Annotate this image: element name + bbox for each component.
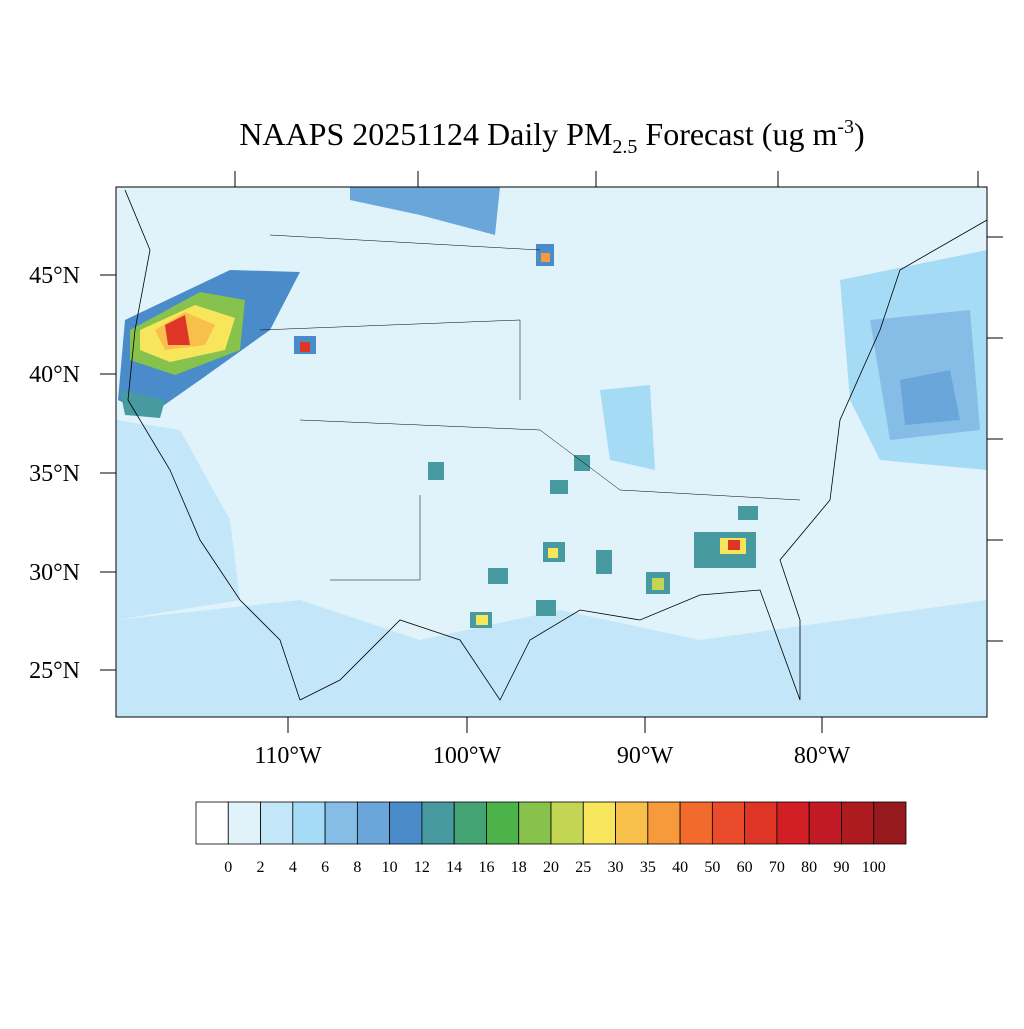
colorbar-label: 10	[382, 859, 398, 876]
lon-label: 100°W	[433, 743, 502, 769]
colorbar-box	[582, 801, 616, 845]
colorbar-label: 50	[704, 859, 720, 876]
colorbar-label: 25	[575, 859, 591, 876]
title-superscript: -3	[837, 116, 854, 138]
colorbar-label: 12	[414, 859, 430, 876]
colorbar-label: 100	[862, 859, 886, 876]
axis-labels: 45°N 40°N 35°N 30°N 25°N 110°W 100°W 90°W 80°W	[29, 263, 850, 769]
colorbar-label: 30	[608, 859, 624, 876]
colorbar-box	[324, 801, 358, 845]
lat-label: 30°N	[29, 560, 80, 586]
colorbar-label: 35	[640, 859, 656, 876]
colorbar-box	[550, 801, 584, 845]
title-text: )	[854, 116, 865, 152]
hotspot	[428, 462, 444, 480]
colorbar-box	[808, 801, 842, 845]
colorbar-label: 14	[446, 859, 462, 876]
colorbar-label: 6	[321, 859, 329, 876]
ticks	[100, 171, 1003, 733]
colorbar-box	[195, 801, 229, 845]
shading	[600, 385, 655, 470]
hotspot	[300, 342, 310, 352]
colorbar-box	[421, 801, 455, 845]
colorbar-label: 20	[543, 859, 559, 876]
hotspot	[738, 506, 758, 520]
colorbar-label: 4	[289, 859, 297, 876]
hotspot	[596, 550, 612, 574]
hotspot	[550, 480, 568, 494]
colorbar-box	[679, 801, 713, 845]
lon-label: 110°W	[254, 743, 322, 769]
map-frame	[115, 186, 988, 718]
map	[100, 171, 1003, 733]
lat-label: 40°N	[29, 362, 80, 388]
title-text: NAAPS 20251124 Daily PM	[239, 116, 612, 152]
colorbar-box	[841, 801, 875, 845]
title: NAAPS 20251124 Daily PM2.5 Forecast (ug …	[239, 116, 864, 158]
shading	[900, 370, 960, 425]
colorbar-label: 2	[257, 859, 265, 876]
colorbar-box	[776, 801, 810, 845]
colorbar-box	[873, 801, 907, 845]
colorbar-label: 60	[737, 859, 753, 876]
colorbar-box	[453, 801, 487, 845]
colorbar-label: 8	[353, 859, 361, 876]
lat-label: 25°N	[29, 658, 80, 684]
colorbar-box	[260, 801, 294, 845]
hotspot	[488, 568, 508, 584]
hotspot	[541, 253, 550, 262]
shading	[116, 420, 240, 620]
hotspot	[574, 455, 590, 471]
smoke-plume	[120, 390, 165, 418]
hotspot	[548, 548, 558, 558]
hotspot	[536, 600, 556, 616]
lat-label: 35°N	[29, 461, 80, 487]
colorbar-box	[615, 801, 649, 845]
colorbar-box	[389, 801, 423, 845]
colorbar-box	[356, 801, 391, 845]
colorbar-label: 16	[478, 859, 494, 876]
colorbar-box	[711, 801, 746, 845]
colorbar-box	[744, 801, 778, 845]
colorbar-label: 80	[801, 859, 817, 876]
title-subscript: 2.5	[612, 136, 637, 158]
smoke-plume	[165, 315, 190, 345]
colorbar-box	[486, 801, 520, 845]
coastline	[124, 189, 988, 701]
colorbar-label: 90	[833, 859, 849, 876]
colorbar-box	[518, 801, 552, 845]
colorbar-box	[292, 801, 326, 845]
lon-label: 90°W	[617, 743, 674, 769]
shading	[116, 600, 987, 717]
colorbar: 0 2 4 6 8 10 12 14 16 18 20 25 30 35 40 50 60 70 80 90 100	[195, 801, 907, 876]
colorbar-label: 18	[511, 859, 527, 876]
title-text: Forecast (ug m	[637, 116, 837, 152]
lon-label: 80°W	[794, 743, 851, 769]
colorbar-label: 40	[672, 859, 688, 876]
colorbar-label: 70	[769, 859, 785, 876]
lat-label: 45°N	[29, 263, 80, 289]
state-borders	[259, 234, 801, 581]
hotspot	[728, 540, 740, 550]
hotspot	[652, 578, 664, 590]
colorbar-label: 0	[224, 859, 232, 876]
shading	[350, 187, 500, 235]
colorbar-box	[647, 801, 681, 845]
hotspot	[476, 615, 488, 625]
colorbar-box	[227, 801, 261, 845]
